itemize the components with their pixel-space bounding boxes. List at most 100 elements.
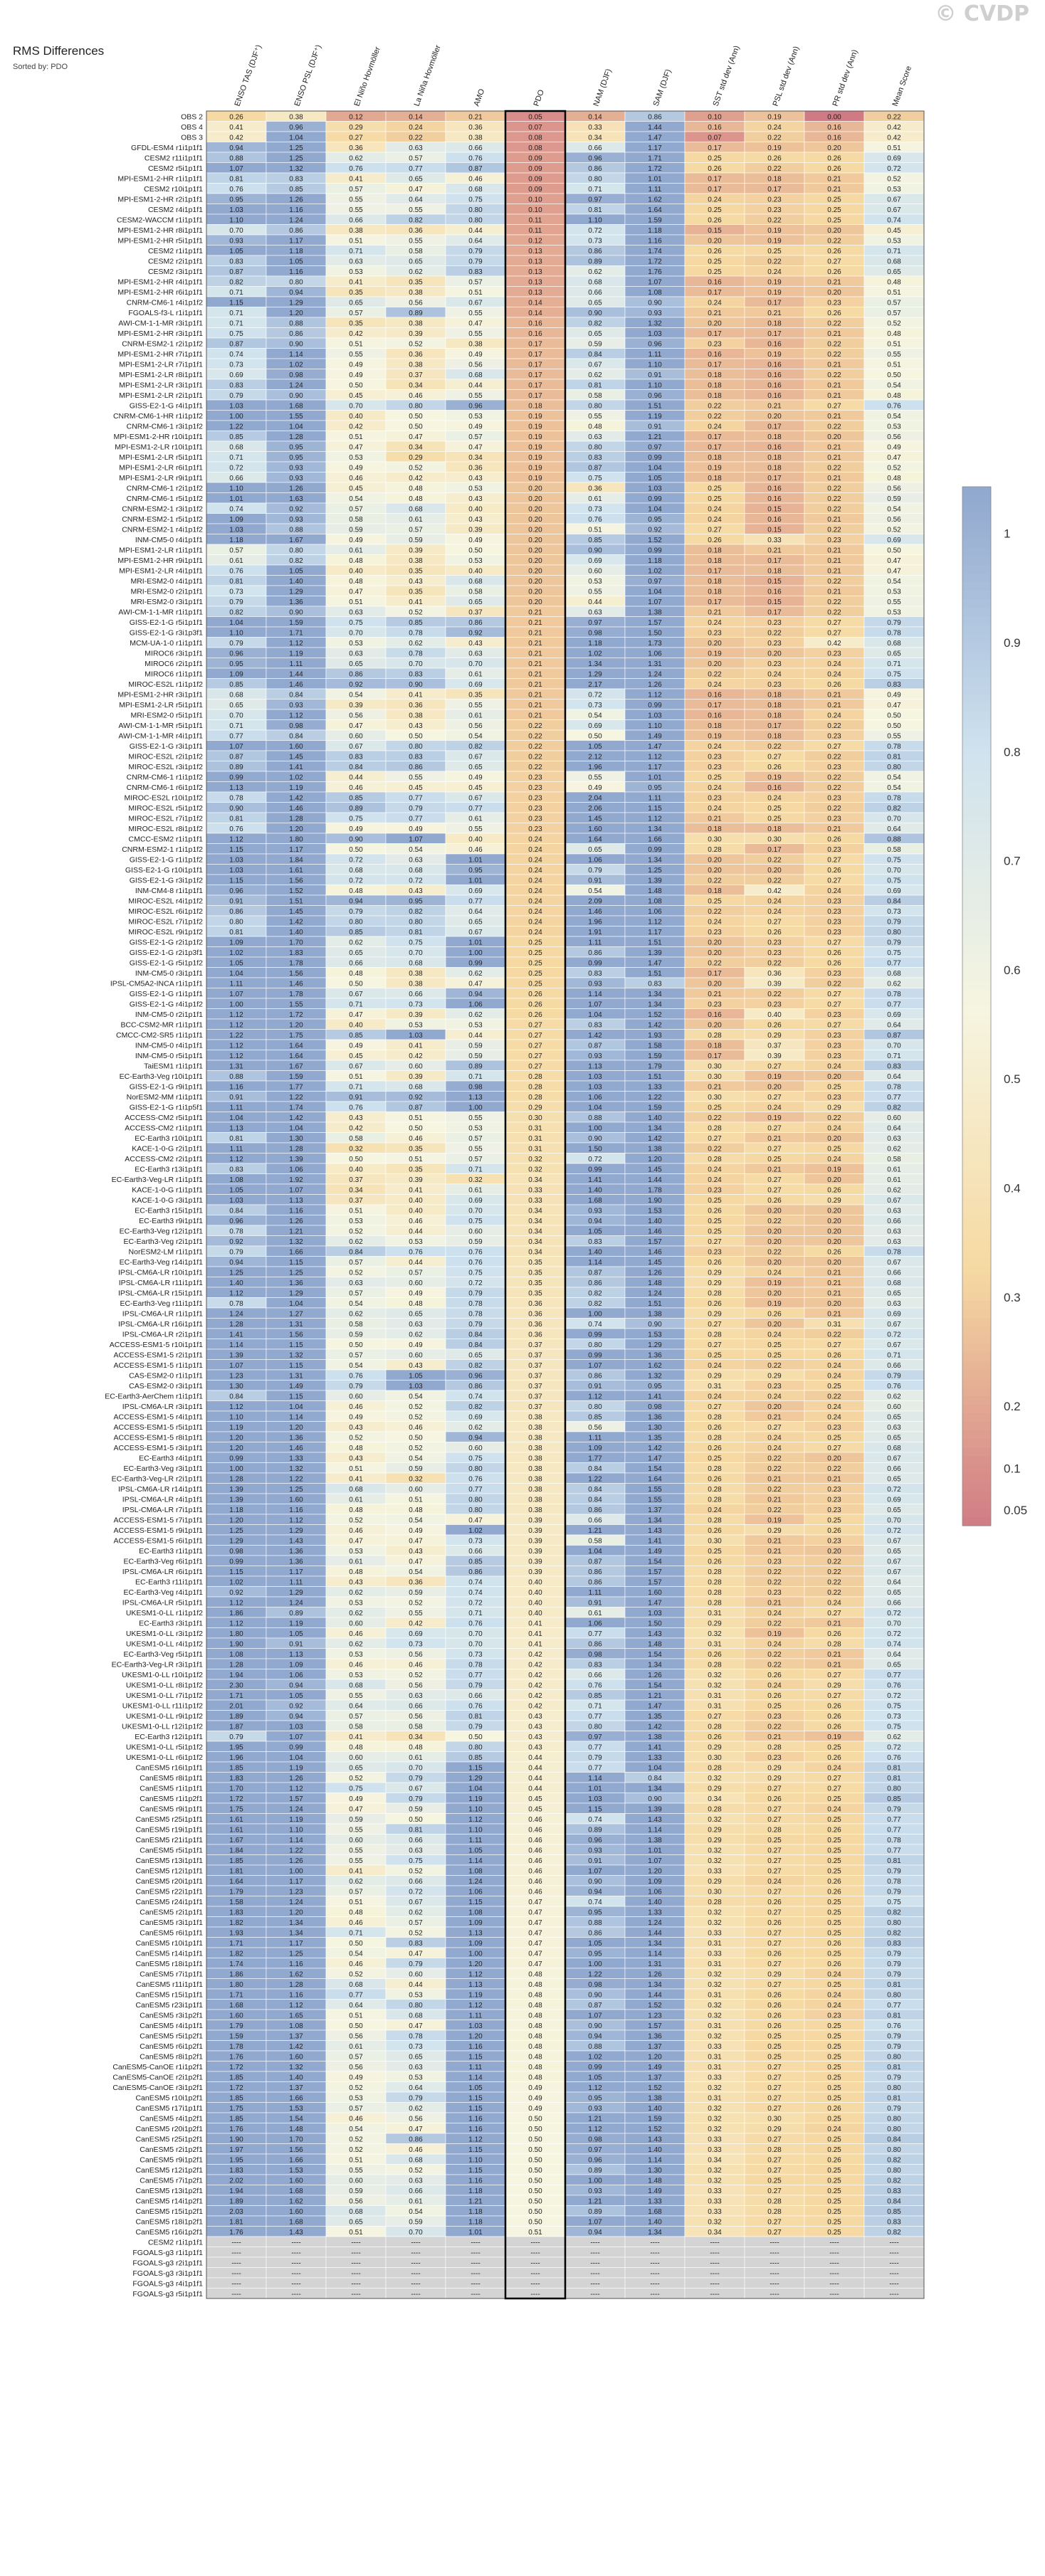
row-label: EC-Earth3 r4i1p1f1 [139, 1454, 203, 1462]
cell-value: 1.21 [588, 2115, 602, 2123]
cell-value: 1.12 [229, 1403, 243, 1411]
cell-value: 0.77 [588, 1764, 602, 1772]
cell-value: 1.03 [409, 1032, 423, 1040]
cell-value: 0.41 [409, 691, 423, 699]
cell-value: 0.76 [229, 825, 243, 833]
cell-value: 1.05 [229, 248, 243, 255]
cell-value: 1.15 [229, 846, 243, 854]
cell-value: 0.46 [349, 475, 363, 482]
cell-value: 0.27 [827, 1785, 841, 1793]
cell-value: 1.36 [289, 1279, 303, 1287]
cell-value: 0.78 [887, 794, 901, 802]
cell-value: 0.31 [708, 1610, 722, 1617]
cell-value: 1.04 [289, 1124, 303, 1132]
cell-value: 0.80 [588, 1403, 602, 1411]
cell-value: 0.55 [468, 330, 483, 338]
cell-value: 0.63 [409, 1847, 423, 1854]
cell-value: 0.59 [349, 526, 363, 534]
row-label: ACCESS-CM2 r1i1p1f1 [125, 1124, 203, 1132]
cell-value: 0.77 [409, 794, 423, 802]
cell-value: 0.28 [708, 1124, 722, 1132]
cell-value: 0.86 [588, 1578, 602, 1586]
cell-value: 0.21 [827, 186, 841, 194]
cell-value: 1.05 [468, 2084, 483, 2092]
cell-value: 0.96 [588, 1837, 602, 1844]
cell-value: 0.47 [528, 1940, 542, 1948]
cell-value: 0.49 [349, 825, 363, 833]
cell-value: 0.30 [708, 1062, 722, 1070]
cell-value: 0.62 [409, 2105, 423, 2113]
cell-value: 0.80 [468, 1496, 483, 1504]
cell-value: 0.43 [468, 516, 483, 524]
cell-value: 0.57 [349, 505, 363, 513]
row-label: MRI-ESM2-0 r5i1p1f1 [130, 711, 203, 719]
cell-value: 1.40 [588, 1248, 602, 1256]
cell-value: 1.17 [289, 846, 303, 854]
cell-value: 0.28 [708, 1805, 722, 1813]
cell-value: 0.77 [409, 165, 423, 173]
cell-value: 0.99 [468, 959, 483, 967]
cell-value: 0.24 [827, 887, 841, 895]
cell-value: 0.23 [827, 908, 841, 916]
cell-value: 1.36 [648, 2032, 662, 2040]
cell-value: 1.97 [229, 2146, 243, 2154]
cell-value: 1.11 [469, 2012, 483, 2020]
cell-value: 1.12 [588, 2126, 602, 2133]
cell-value: 0.21 [767, 1733, 782, 1741]
cell-value: 1.59 [289, 1073, 303, 1081]
cell-value: 0.63 [887, 1207, 901, 1215]
cell-value: 0.38 [528, 1424, 542, 1432]
row-label: MPI-ESM1-2-LR r4i1p1f1 [119, 566, 203, 575]
cell-value: 0.22 [767, 991, 782, 998]
cell-value: 0.16 [708, 351, 722, 359]
cell-value: 0.16 [708, 691, 722, 699]
cell-value: 0.28 [708, 1599, 722, 1607]
cell-value: 0.86 [468, 619, 483, 627]
cell-value: 0.53 [887, 608, 901, 616]
cell-value: 1.50 [648, 629, 662, 637]
cell-value: 0.79 [409, 2094, 423, 2102]
cell-value: 0.57 [349, 2105, 363, 2113]
cell-value: 0.71 [887, 1351, 901, 1359]
cell-value: 0.65 [887, 1589, 901, 1597]
cell-value: 0.20 [827, 1259, 841, 1267]
cell-value: 0.84 [887, 897, 901, 905]
row-label: GISS-E2-1-G r5i1p1f2 [130, 959, 203, 967]
cell-value: 0.57 [409, 1269, 423, 1277]
cell-value: 0.80 [289, 547, 303, 554]
cell-value: 0.62 [349, 939, 363, 946]
row-label: ACCESS-ESM1-5 r1i1p1f1 [114, 1361, 204, 1370]
cell-value: 0.47 [409, 1558, 423, 1566]
cell-value: 0.69 [887, 1310, 901, 1318]
cell-value: 0.85 [349, 929, 363, 936]
cell-value: 0.20 [528, 598, 542, 606]
cell-value: 0.63 [349, 608, 363, 616]
cell-value: 0.27 [767, 1785, 782, 1793]
cell-value: 0.25 [827, 206, 841, 214]
cell-value: 1.87 [229, 1723, 243, 1731]
cell-value: 0.26 [827, 2105, 841, 2113]
cell-value: 0.28 [708, 1723, 722, 1731]
cell-value: 1.07 [289, 1186, 303, 1194]
cell-value: 1.72 [289, 1011, 303, 1019]
cell-value: 1.04 [289, 1754, 303, 1762]
cell-value: 0.19 [767, 289, 782, 297]
cell-value: 0.64 [887, 1124, 901, 1132]
cell-value: 0.74 [887, 1640, 901, 1648]
cell-value: 1.41 [648, 1743, 662, 1751]
cell-value: 0.65 [349, 299, 363, 307]
cell-value: 0.63 [887, 1300, 901, 1308]
cell-value: 1.34 [648, 991, 662, 998]
cell-value: 0.68 [887, 640, 901, 648]
row-label: GISS-E2-1-G r3i1p1f2 [130, 876, 203, 885]
cell-value: 0.55 [349, 1847, 363, 1854]
cell-value: 0.66 [588, 1672, 602, 1679]
cell-value: 0.76 [468, 1620, 483, 1627]
cell-value: 0.27 [528, 1052, 542, 1060]
row-label: MIROC-ES2L r7i1p1f2 [128, 814, 203, 823]
cell-value: 1.59 [648, 1104, 662, 1112]
cell-value: 1.46 [289, 980, 303, 988]
cell-value: 0.29 [767, 1970, 782, 1978]
cell-value: 1.40 [648, 2146, 662, 2154]
cell-value: 0.75 [887, 1702, 901, 1710]
